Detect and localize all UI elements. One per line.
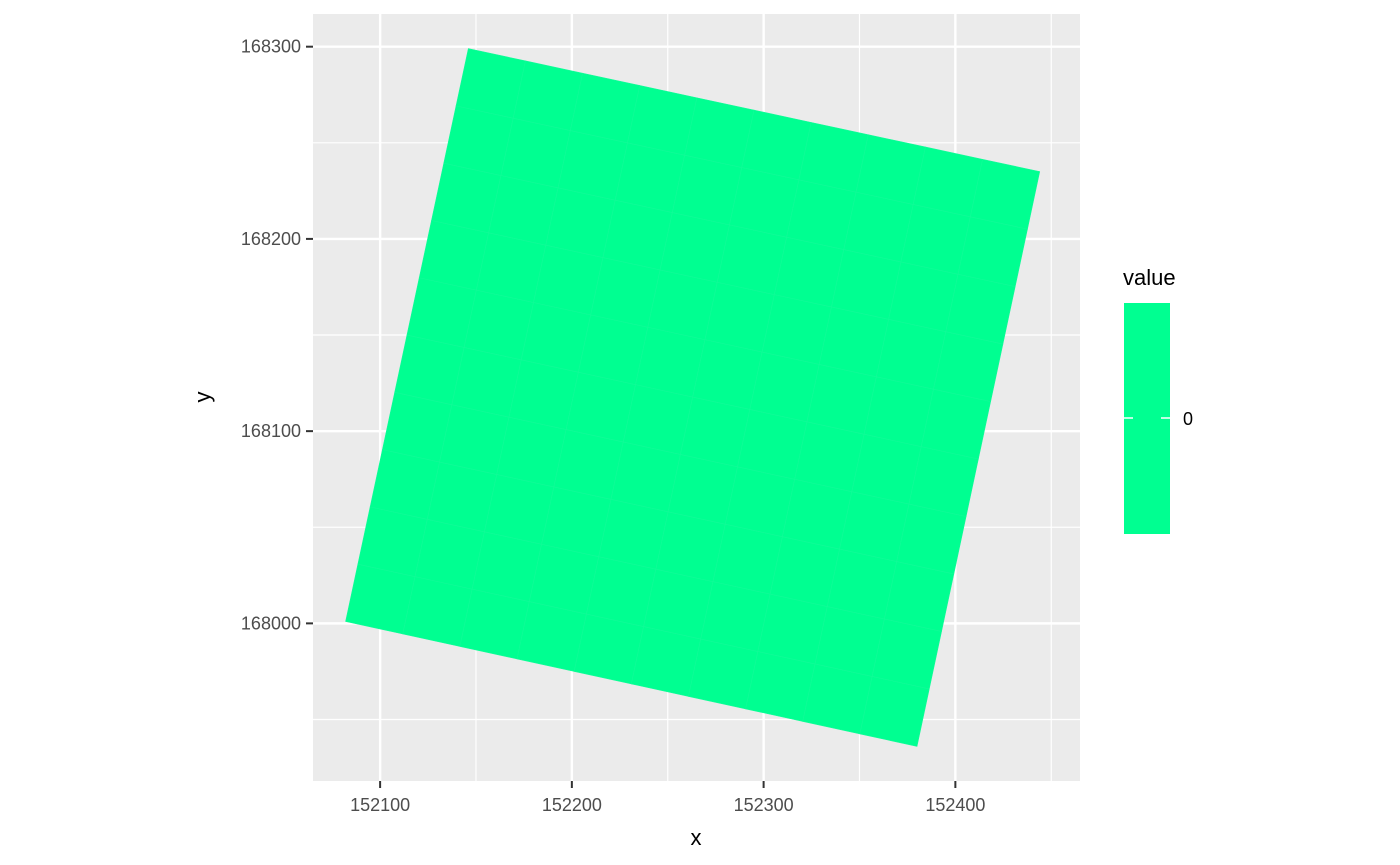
raster-cell	[855, 134, 926, 205]
raster-cell	[806, 364, 877, 435]
raster-cell	[786, 179, 857, 250]
raster-cell	[782, 478, 853, 550]
raster-cell	[667, 454, 738, 525]
raster-cell	[724, 466, 796, 538]
raster-cell	[610, 441, 681, 513]
raster-cell	[488, 175, 559, 246]
raster-cell	[912, 146, 983, 218]
y-axis-title: y	[190, 392, 215, 403]
raster-cell	[508, 359, 579, 430]
y-tick-label: 168300	[241, 37, 301, 57]
y-tick-label: 168000	[241, 613, 301, 633]
raster-cell	[945, 273, 1016, 345]
raster-cell	[737, 409, 808, 480]
raster-cell	[761, 294, 832, 365]
raster-cell	[729, 167, 800, 238]
raster-cell	[496, 416, 567, 488]
raster-cell	[578, 314, 649, 385]
raster-cell	[769, 536, 840, 607]
x-tick-label: 152200	[542, 795, 602, 815]
legend-label: 0	[1183, 409, 1193, 429]
raster-cell	[871, 618, 942, 690]
raster-cell	[569, 72, 641, 144]
raster-cell	[418, 220, 489, 291]
raster-cell	[602, 199, 673, 271]
raster-cell	[957, 216, 1028, 287]
raster-cell	[406, 277, 477, 348]
raster-cell	[565, 371, 636, 443]
raster-cell	[635, 326, 706, 398]
raster-cell	[394, 334, 465, 406]
raster-cell	[545, 187, 616, 258]
raster-cell	[533, 244, 604, 316]
raster-cell	[773, 236, 845, 308]
raster-cell	[647, 269, 718, 340]
raster-cell	[627, 85, 698, 156]
raster-cell	[455, 48, 526, 119]
raster-cell	[876, 318, 947, 390]
raster-cell	[692, 339, 763, 410]
legend-title: value	[1123, 265, 1176, 290]
raster-cell	[622, 384, 694, 455]
raster-cell	[684, 97, 755, 168]
raster-cell	[888, 261, 959, 333]
raster-cell	[900, 204, 971, 275]
x-tick-label: 152400	[925, 795, 985, 815]
raster-cell	[831, 249, 902, 320]
x-axis: 152100 152200 152300 152400	[350, 781, 985, 815]
x-tick-label: 152300	[734, 795, 794, 815]
y-axis: 168000 168100 168200 168300	[241, 37, 313, 633]
raster-cell	[463, 289, 534, 361]
raster-cell	[704, 281, 775, 353]
x-axis-title: x	[691, 825, 702, 850]
y-tick-label: 168200	[241, 229, 301, 249]
raster-cell	[839, 491, 910, 562]
raster-cell	[553, 429, 624, 500]
raster-cell	[557, 130, 628, 201]
raster-layer	[345, 48, 1041, 747]
raster-cell	[500, 117, 571, 189]
raster-cell	[920, 388, 991, 460]
raster-cell	[512, 60, 583, 131]
raster-cell	[826, 548, 898, 620]
raster-cell	[520, 302, 592, 373]
raster-cell	[933, 331, 1004, 402]
raster-cell	[671, 154, 743, 226]
raster-cell	[818, 306, 889, 378]
raster-cell	[716, 224, 787, 295]
raster-cell	[476, 232, 547, 303]
raster-cell	[749, 351, 820, 423]
raster-cell	[614, 142, 685, 213]
raster-cell	[896, 503, 967, 575]
raster-cell	[851, 433, 922, 505]
raster-cell	[741, 109, 812, 181]
raster-cell	[794, 421, 865, 493]
raster-cell	[451, 347, 522, 418]
raster-cell	[680, 396, 751, 468]
raster-cell	[969, 158, 1041, 230]
raster-cell	[590, 257, 661, 328]
raster-cell	[843, 191, 914, 263]
y-tick-label: 168100	[241, 421, 301, 441]
x-tick-label: 152100	[350, 795, 410, 815]
raster-cell	[863, 376, 934, 447]
legend: value 0	[1123, 265, 1193, 534]
raster-cell	[908, 446, 979, 517]
raster-cell	[443, 105, 514, 176]
raster-cell	[798, 122, 869, 193]
raster-cell	[659, 212, 730, 283]
raster-cell	[431, 162, 502, 234]
raster-cell	[884, 561, 955, 632]
